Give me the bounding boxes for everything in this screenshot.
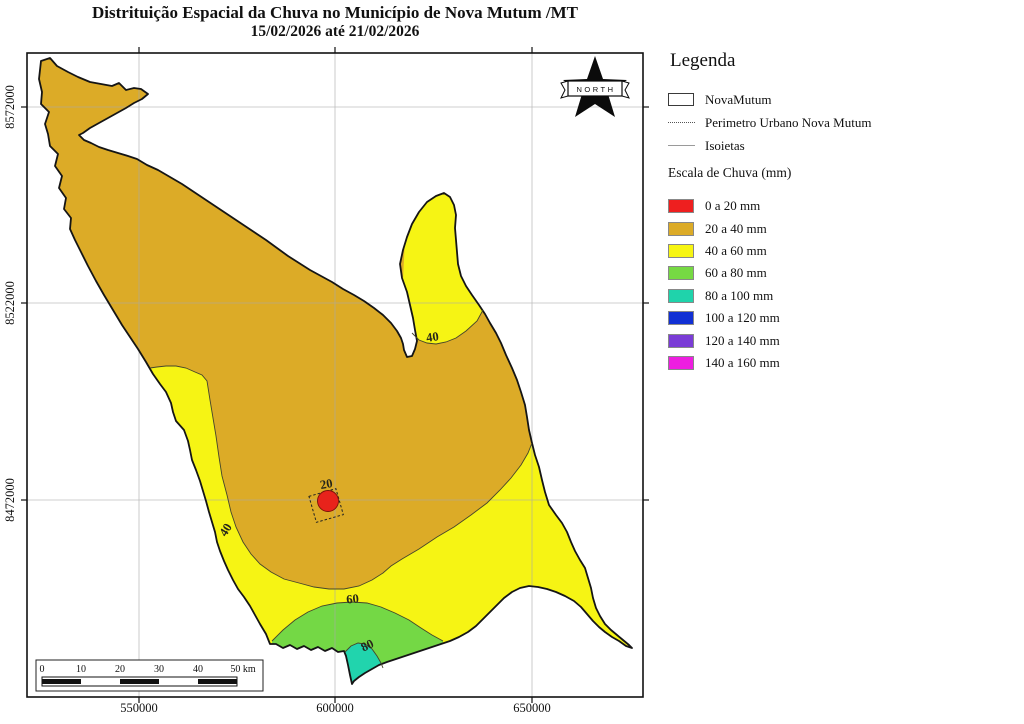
label-60: 60	[346, 591, 360, 606]
label-40-cap: 40	[425, 329, 439, 345]
label-20: 20	[319, 476, 334, 492]
scale-tick-10: 10	[76, 664, 86, 675]
axis-labels: 8572000 8522000 8472000 550000 600000 65…	[3, 85, 551, 715]
class-label: 120 a 140 mm	[705, 332, 780, 348]
rain-scale-classes: 0 a 20 mm 20 a 40 mm 40 a 60 mm 60 a 80 …	[668, 195, 1018, 374]
class-label: 140 a 160 mm	[705, 354, 780, 370]
legend-item-label: Isoietas	[705, 137, 745, 153]
class-label: 60 a 80 mm	[705, 265, 767, 281]
municipality-boundary	[38, 57, 633, 685]
color-swatch	[668, 355, 694, 370]
class-label: 20 a 40 mm	[705, 220, 767, 236]
scale-tick-0: 0	[40, 664, 45, 675]
legend-class-row: 80 a 100 mm	[668, 285, 1018, 307]
isohyet-40-main	[149, 365, 533, 590]
legend-class-row: 40 a 60 mm	[668, 240, 1018, 262]
gridlines	[27, 53, 643, 697]
rain-scale-heading: Escala de Chuva (mm)	[668, 165, 792, 180]
thin-line-icon	[668, 145, 695, 146]
color-swatch	[668, 311, 694, 326]
scale-tick-20: 20	[115, 664, 125, 675]
legend-class-row: 100 a 120 mm	[668, 307, 1018, 329]
y-axis-label-8572000: 8572000	[3, 85, 17, 129]
isohyets	[149, 309, 533, 669]
legend-class-row: 0 a 20 mm	[668, 195, 1018, 217]
legend-item-municipality: NovaMutum	[668, 88, 1018, 111]
dotted-line-icon	[668, 122, 695, 123]
legend-heading: Legenda	[670, 50, 736, 71]
class-label: 80 a 100 mm	[705, 287, 774, 303]
north-arrow-label: NORTH	[576, 85, 615, 94]
y-axis-label-8522000: 8522000	[3, 281, 17, 325]
scale-tick-30: 30	[154, 664, 164, 675]
label-80: 80	[359, 636, 376, 654]
isohyet-40-cap	[411, 309, 484, 345]
color-swatch	[668, 333, 694, 348]
color-swatch	[668, 243, 694, 258]
legend-item-urban-perimeter: Perimetro Urbano Nova Mutum	[668, 111, 1018, 134]
scale-tick-50km: 50 km	[230, 664, 256, 675]
legend-panel: Legenda NovaMutum Perimetro Urbano Nova …	[668, 50, 1018, 374]
legend-class-row: 20 a 40 mm	[668, 217, 1018, 239]
axis-ticks	[21, 47, 649, 703]
scale-bar: 0 10 20 30 40 50 km	[35, 659, 264, 692]
isohyet-80	[344, 642, 384, 669]
scale-tick-40: 40	[193, 664, 203, 675]
x-axis-label-550000: 550000	[120, 701, 158, 715]
north-arrow: NORTH	[560, 56, 630, 117]
legend-class-row: 120 a 140 mm	[668, 329, 1018, 351]
legend-class-row: 140 a 160 mm	[668, 352, 1018, 374]
rainfall-zones	[39, 58, 632, 684]
color-swatch	[668, 288, 694, 303]
zone-0-20mm-dot	[317, 490, 339, 512]
title-line1: Distrituição Espacial da Chuva no Municí…	[92, 3, 578, 22]
x-axis-label-600000: 600000	[316, 701, 354, 715]
y-axis-label-8472000: 8472000	[3, 478, 17, 522]
x-axis-label-650000: 650000	[513, 701, 551, 715]
isohyet-60	[271, 601, 444, 642]
class-label: 40 a 60 mm	[705, 242, 767, 258]
class-label: 100 a 120 mm	[705, 310, 780, 326]
legend-item-label: NovaMutum	[705, 91, 772, 107]
legend-class-row: 60 a 80 mm	[668, 262, 1018, 284]
color-swatch	[668, 221, 694, 236]
title-line2: 15/02/2026 até 21/02/2026	[250, 23, 420, 41]
map-frame	[21, 47, 649, 703]
color-swatch	[668, 266, 694, 281]
class-label: 0 a 20 mm	[705, 198, 761, 214]
legend-item-label: Perimetro Urbano Nova Mutum	[705, 114, 872, 130]
municipality-outline-icon	[668, 93, 694, 106]
map-title: Distrituição Espacial da Chuva no Municí…	[0, 2, 670, 42]
color-swatch	[668, 199, 694, 214]
zone-80-100mm	[344, 643, 383, 684]
legend-item-isolines: Isoietas	[668, 134, 1018, 157]
